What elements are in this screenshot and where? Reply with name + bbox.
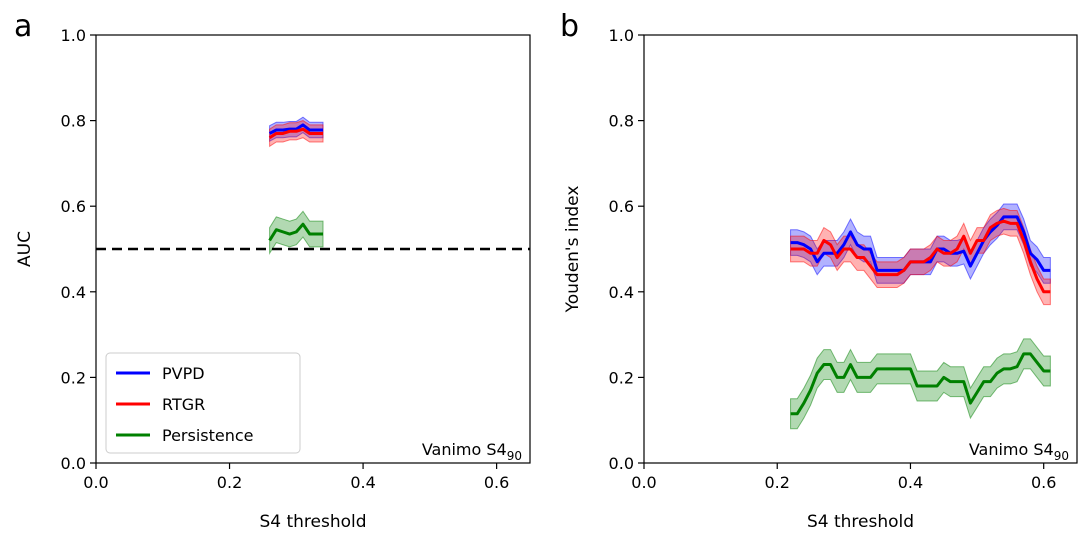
legend-box xyxy=(105,352,301,454)
plot-frame xyxy=(95,34,531,464)
panel-letter: a xyxy=(14,9,32,44)
series-line-rtgr xyxy=(268,127,324,139)
confidence-band-rtgr xyxy=(269,120,324,148)
plot-area xyxy=(790,203,1051,430)
y-axis-label: AUC xyxy=(15,231,35,267)
x-axis-label: S4 threshold xyxy=(259,512,366,532)
legend: PVPD RTGR Persistence xyxy=(105,352,301,454)
x-tick-label: 0.2 xyxy=(765,473,790,492)
x-tick-label: 0.0 xyxy=(83,473,108,492)
x-tick-label: 0.6 xyxy=(484,473,509,492)
x-tick-label: 0.6 xyxy=(1031,473,1056,492)
y-axis-label: Youden's index xyxy=(563,186,583,314)
y-tick-label: 0.0 xyxy=(61,454,86,473)
series-line-pvpd xyxy=(268,123,324,135)
y-tick-label: 0.2 xyxy=(609,368,634,387)
panel-a: 0.0 0.2 0.4 0.6 0.0 0.2 0.4 0.6 0.8 1.0 S4 thresho… xyxy=(14,9,531,532)
y-tick-label: 0.8 xyxy=(61,112,86,131)
x-tick-label: 0.4 xyxy=(350,473,375,492)
y-tick-label: 0.6 xyxy=(61,197,86,216)
station-annotation: Vanimo S490 xyxy=(969,440,1069,463)
y-tick-label: 0.4 xyxy=(609,283,634,302)
legend-label-rtgr: RTGR xyxy=(162,395,205,414)
plot-frame xyxy=(643,34,1078,464)
panel-letter: b xyxy=(560,9,579,44)
series-line-persistence xyxy=(268,222,324,242)
legend-label-pvpd: PVPD xyxy=(162,364,205,383)
legend-label-persistence: Persistence xyxy=(162,426,254,445)
station-annotation: Vanimo S490 xyxy=(422,440,522,463)
y-tick-label: 1.0 xyxy=(61,26,86,45)
confidence-band-rtgr xyxy=(790,207,1051,306)
x-tick-label: 0.0 xyxy=(631,473,656,492)
series-line-persistence xyxy=(790,352,1051,416)
y-tick-label: 0.0 xyxy=(609,454,634,473)
plot-area xyxy=(96,116,530,256)
y-tick-label: 0.4 xyxy=(61,283,86,302)
x-tick-label: 0.2 xyxy=(217,473,242,492)
x-axis-label: S4 threshold xyxy=(807,512,914,532)
y-tick-label: 0.6 xyxy=(609,197,634,216)
y-tick-label: 0.8 xyxy=(609,112,634,131)
x-tick-label: 0.4 xyxy=(898,473,923,492)
y-tick-label: 1.0 xyxy=(609,26,634,45)
confidence-band-persistence xyxy=(790,338,1051,430)
y-tick-label: 0.2 xyxy=(61,368,86,387)
series-line-rtgr xyxy=(790,219,1051,294)
panel-b: 0.0 0.2 0.4 0.6 0.0 0.2 0.4 0.6 0.8 1.0 S4 thresho… xyxy=(560,9,1078,532)
